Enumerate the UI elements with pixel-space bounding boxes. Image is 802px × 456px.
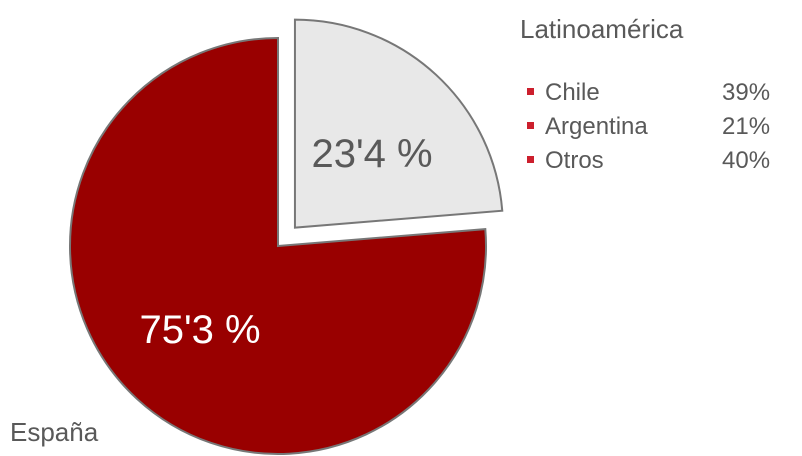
- slice-label-latinoamerica: 23'4 %: [311, 132, 432, 176]
- pie-slice-latinoamerica: [293, 18, 504, 229]
- category-label-espana: España: [10, 417, 99, 447]
- legend-value-chile: 39%: [722, 79, 770, 106]
- breakdown-title: Latinoamérica: [520, 14, 684, 44]
- legend-value-otros: 40%: [722, 147, 770, 174]
- pie-slice-espana: [69, 36, 487, 455]
- breakdown-legend: Latinoamérica Chile 39% Argentina 21% Ot…: [520, 14, 770, 174]
- legend-label-otros: Otros: [545, 147, 604, 174]
- legend-value-argentina: 21%: [722, 113, 770, 140]
- legend-bullet-chile: [527, 88, 534, 95]
- legend-label-argentina: Argentina: [545, 113, 648, 140]
- slice-label-espana: 75'3 %: [139, 308, 260, 352]
- legend-bullet-argentina: [527, 122, 534, 129]
- pie-slices: [69, 18, 504, 455]
- legend-label-chile: Chile: [545, 79, 600, 106]
- legend-bullet-otros: [527, 156, 534, 163]
